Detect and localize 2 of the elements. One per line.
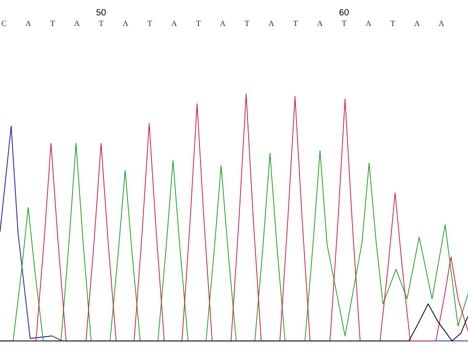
x-tick-label: 50: [96, 9, 106, 16]
x-tick-label: 60: [340, 9, 349, 16]
